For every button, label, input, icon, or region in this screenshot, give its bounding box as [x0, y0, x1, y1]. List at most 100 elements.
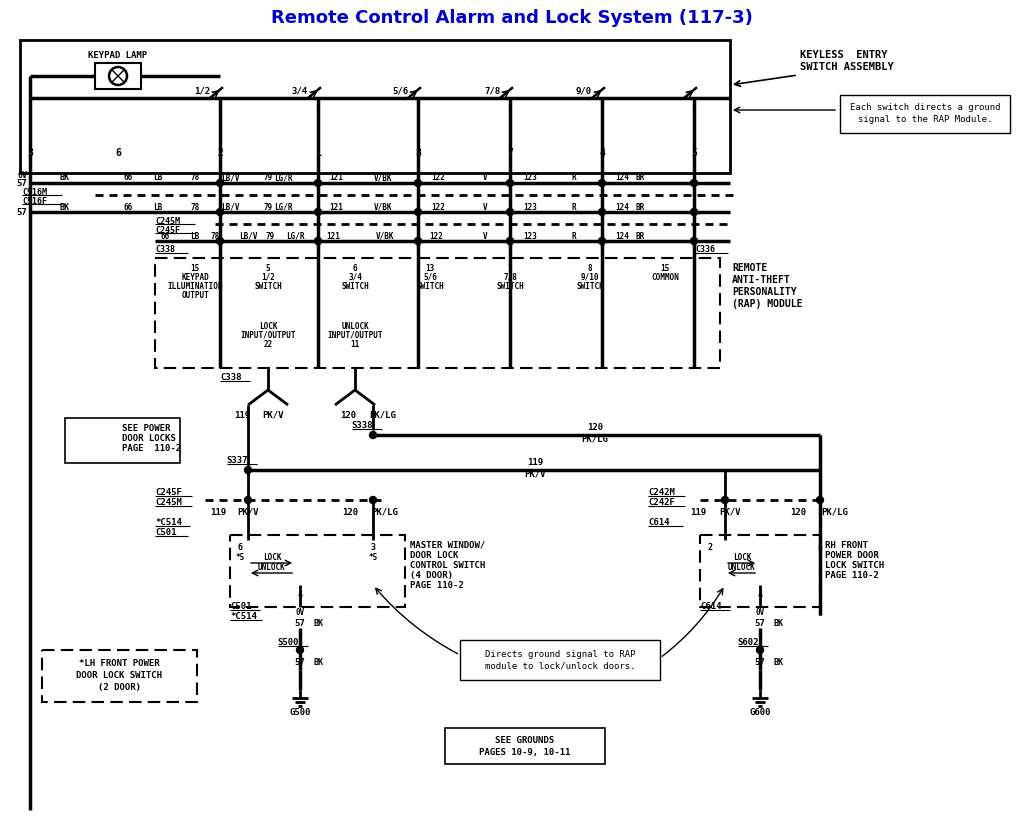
Circle shape	[370, 496, 377, 504]
Bar	[700, 535, 820, 607]
Text: C501: C501	[230, 602, 252, 611]
Circle shape	[690, 209, 697, 215]
Text: LB/V: LB/V	[221, 203, 240, 211]
Text: C242F: C242F	[648, 498, 675, 506]
Text: 66: 66	[123, 173, 133, 183]
Text: 3/4: 3/4	[348, 272, 361, 282]
Text: DOOR LOCK SWITCH: DOOR LOCK SWITCH	[77, 670, 163, 680]
Text: 57: 57	[295, 658, 305, 666]
Text: 0V: 0V	[295, 608, 304, 617]
Circle shape	[415, 209, 422, 215]
Text: 79: 79	[265, 231, 274, 241]
Text: LOCK: LOCK	[263, 552, 282, 561]
Text: 119: 119	[233, 411, 250, 420]
Text: OUTPUT: OUTPUT	[181, 291, 209, 299]
Text: 123: 123	[523, 173, 537, 183]
Text: C614: C614	[700, 602, 722, 611]
Text: 119: 119	[210, 508, 226, 516]
Text: C501: C501	[155, 527, 176, 536]
Text: BK: BK	[60, 173, 70, 183]
Text: BR: BR	[635, 203, 645, 211]
Text: SWITCH: SWITCH	[254, 282, 282, 291]
Text: V: V	[482, 231, 487, 241]
Text: Remote Control Alarm and Lock System (117-3): Remote Control Alarm and Lock System (11…	[271, 9, 753, 27]
Text: 119: 119	[527, 458, 543, 467]
Text: module to lock/unlock doors.: module to lock/unlock doors.	[484, 661, 635, 670]
Text: 4: 4	[599, 148, 605, 158]
Text: BK: BK	[60, 203, 70, 211]
Text: 6: 6	[238, 542, 243, 551]
Text: S602: S602	[737, 638, 759, 646]
Text: UNLOCK: UNLOCK	[258, 562, 286, 572]
Circle shape	[314, 237, 322, 245]
Text: C516F: C516F	[22, 196, 47, 205]
Text: 5: 5	[817, 542, 822, 551]
Text: 13: 13	[425, 263, 434, 272]
Text: Each switch directs a ground: Each switch directs a ground	[850, 102, 1000, 111]
Text: V/BK: V/BK	[376, 231, 394, 241]
Text: C245M: C245M	[155, 216, 180, 225]
Text: S337: S337	[226, 456, 248, 464]
Text: 7: 7	[507, 148, 513, 158]
Text: 120: 120	[587, 422, 603, 432]
Text: 8: 8	[415, 148, 421, 158]
Text: *C514: *C514	[155, 518, 182, 526]
Circle shape	[507, 237, 513, 245]
Circle shape	[245, 467, 252, 473]
Text: 124: 124	[615, 203, 629, 211]
Bar	[95, 63, 141, 89]
Text: BK: BK	[313, 618, 323, 628]
Text: PAGES 10-9, 10-11: PAGES 10-9, 10-11	[479, 747, 570, 757]
Text: 120: 120	[790, 508, 806, 516]
Circle shape	[370, 432, 377, 438]
Text: LB: LB	[190, 231, 200, 241]
Text: REMOTE: REMOTE	[732, 263, 767, 273]
Text: PK/LG: PK/LG	[372, 508, 398, 516]
Text: 120: 120	[340, 411, 356, 420]
Text: BR: BR	[635, 231, 645, 241]
Text: 124: 124	[615, 173, 629, 183]
Text: COMMON: COMMON	[651, 272, 679, 282]
Text: ANTI-THEFT: ANTI-THEFT	[732, 275, 791, 285]
Text: 0V: 0V	[17, 170, 27, 179]
Text: R: R	[571, 203, 577, 211]
Text: PK/V: PK/V	[719, 508, 740, 516]
Text: MASTER WINDOW/: MASTER WINDOW/	[410, 541, 485, 550]
Circle shape	[690, 237, 697, 245]
Text: SWITCH: SWITCH	[341, 282, 369, 291]
Text: 8: 8	[588, 263, 592, 272]
Text: 0V: 0V	[756, 608, 765, 617]
Text: 121: 121	[329, 173, 343, 183]
Text: 122: 122	[431, 173, 445, 183]
Text: PK/LG: PK/LG	[582, 434, 608, 443]
Circle shape	[598, 179, 605, 187]
Text: SWITCH: SWITCH	[496, 282, 524, 291]
Text: LG/R: LG/R	[286, 231, 304, 241]
Text: DOOR LOCK: DOOR LOCK	[410, 551, 459, 560]
Text: 22: 22	[263, 339, 272, 349]
Text: 3/4: 3/4	[292, 86, 308, 96]
Circle shape	[507, 209, 513, 215]
Text: (4 DOOR): (4 DOOR)	[410, 571, 453, 580]
Circle shape	[598, 209, 605, 215]
Text: SWITCH: SWITCH	[416, 282, 443, 291]
Text: S338: S338	[351, 421, 373, 430]
Text: 7: 7	[508, 263, 512, 272]
Text: (RAP) MODULE: (RAP) MODULE	[732, 299, 803, 309]
Text: 122: 122	[429, 231, 443, 241]
Text: *5: *5	[236, 552, 245, 561]
Text: C614: C614	[648, 518, 670, 526]
Text: LG/R: LG/R	[273, 173, 292, 183]
Text: 120: 120	[342, 508, 358, 516]
Circle shape	[757, 646, 764, 654]
Text: LOCK SWITCH: LOCK SWITCH	[825, 561, 884, 570]
Text: *5: *5	[369, 552, 378, 561]
Text: 1/2: 1/2	[194, 86, 210, 96]
Text: V: V	[482, 173, 487, 183]
Text: V/BK: V/BK	[374, 203, 392, 211]
Circle shape	[507, 179, 513, 187]
Circle shape	[314, 179, 322, 187]
Text: SEE POWER: SEE POWER	[122, 423, 170, 432]
Text: ILLUMINATION: ILLUMINATION	[167, 282, 223, 291]
Text: *LH FRONT POWER: *LH FRONT POWER	[79, 659, 160, 668]
